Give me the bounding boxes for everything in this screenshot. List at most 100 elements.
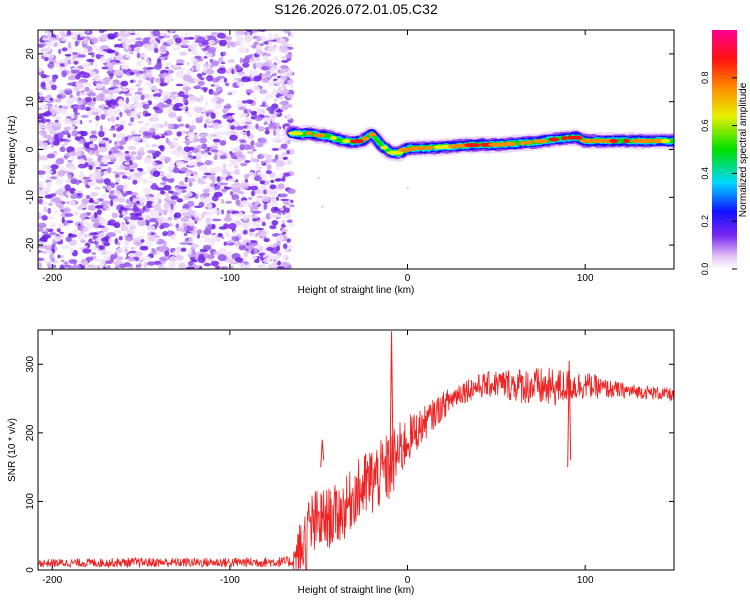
snr-plot-area	[38, 330, 674, 570]
snr-spike	[389, 331, 394, 468]
noise-blob	[94, 149, 100, 157]
noise-blob	[157, 217, 163, 222]
ridge-core	[609, 138, 619, 143]
noise-blob	[231, 68, 235, 75]
noise-blob	[278, 154, 283, 160]
noise-blob	[236, 81, 245, 87]
noise-blob	[269, 196, 277, 200]
noise-blob	[263, 203, 268, 210]
noise-blob	[142, 37, 151, 44]
noise-blob	[167, 229, 172, 237]
noise-blob	[269, 224, 277, 230]
noise-blob	[89, 232, 99, 236]
noise-blob	[54, 116, 62, 120]
noise-blob	[245, 99, 254, 104]
noise-blob	[56, 228, 61, 233]
noise-blob	[122, 59, 126, 65]
noise-blob	[255, 162, 260, 170]
noise-blob	[158, 256, 169, 262]
noise-blob	[266, 247, 274, 251]
noise-blob	[241, 76, 251, 83]
noise-blob	[65, 139, 71, 143]
x-tick-label: 100	[577, 575, 594, 586]
noise-blob	[55, 158, 65, 165]
noise-blob	[86, 92, 97, 97]
x-tick-label: 100	[577, 273, 594, 284]
noise-blob	[42, 87, 46, 90]
noise-blob	[177, 115, 183, 120]
noise-blob	[69, 125, 76, 130]
noise-blob	[206, 202, 213, 208]
noise-blob	[88, 52, 93, 55]
noise-blob	[206, 254, 215, 259]
noise-blob	[209, 174, 216, 181]
noise-blob	[250, 158, 258, 163]
noise-blob	[65, 178, 72, 184]
noise-blob	[115, 195, 119, 200]
noise-blob	[77, 80, 86, 84]
noise-blob	[76, 58, 83, 61]
noise-blob	[113, 229, 123, 234]
noise-blob	[39, 104, 49, 110]
noise-blob	[47, 266, 52, 269]
noise-blob	[82, 130, 87, 137]
noise-blob	[239, 112, 248, 118]
noise-blob	[230, 159, 239, 166]
noise-blob	[141, 137, 148, 143]
noise-blob	[217, 123, 224, 129]
noise-blob	[281, 219, 286, 224]
noise-blob	[97, 154, 102, 162]
noise-blob	[200, 113, 207, 117]
ridge-core	[532, 139, 549, 144]
noise-blob	[164, 91, 172, 96]
noise-blob	[68, 41, 72, 49]
noise-blob	[57, 169, 66, 177]
noise-blob	[95, 115, 100, 121]
ridge-core	[623, 138, 630, 143]
noise-blob	[280, 67, 287, 74]
noise-blob	[121, 88, 129, 92]
noise-blob	[235, 30, 245, 36]
noise-blob	[242, 62, 250, 68]
noise-blob	[211, 237, 218, 243]
ridge-core	[380, 145, 388, 150]
noise-blob	[152, 96, 161, 100]
noise-blob	[94, 247, 99, 251]
noise-blob	[79, 139, 85, 144]
noise-blob	[182, 94, 189, 99]
noise-blob	[114, 265, 120, 269]
noise-blob	[208, 47, 217, 53]
noise-blob	[148, 127, 156, 133]
noise-blob	[216, 152, 222, 156]
noise-blob	[254, 116, 262, 122]
noise-blob	[160, 45, 167, 52]
noise-blob	[144, 82, 153, 86]
noise-blob	[171, 95, 176, 101]
noise-blob	[48, 54, 55, 59]
snr-axes: -200 -100 0 100 0 100 200 300	[25, 330, 674, 586]
noise-blob	[171, 235, 176, 241]
noise-blob	[276, 196, 279, 201]
noise-blob	[216, 75, 226, 80]
noise-blob	[278, 38, 286, 45]
noise-blob	[263, 238, 270, 243]
noise-blob	[38, 262, 43, 269]
ridge-core	[488, 142, 504, 147]
noise-blob	[136, 60, 143, 67]
noise-blob	[129, 168, 135, 173]
noise-blob	[74, 147, 83, 151]
noise-blob	[216, 99, 222, 105]
noise-blob	[187, 254, 196, 258]
noise-blob	[150, 217, 157, 223]
noise-blob	[282, 175, 286, 182]
noise-blob	[176, 221, 182, 224]
noise-blob	[226, 210, 231, 214]
noise-blob	[187, 188, 191, 194]
noise-blob	[145, 67, 155, 70]
noise-blob	[225, 213, 231, 219]
noise-blob	[85, 177, 89, 184]
noise-blob	[139, 245, 149, 251]
noise-blob	[77, 54, 86, 58]
noise-blob	[92, 171, 101, 177]
noise-blob	[125, 97, 130, 104]
